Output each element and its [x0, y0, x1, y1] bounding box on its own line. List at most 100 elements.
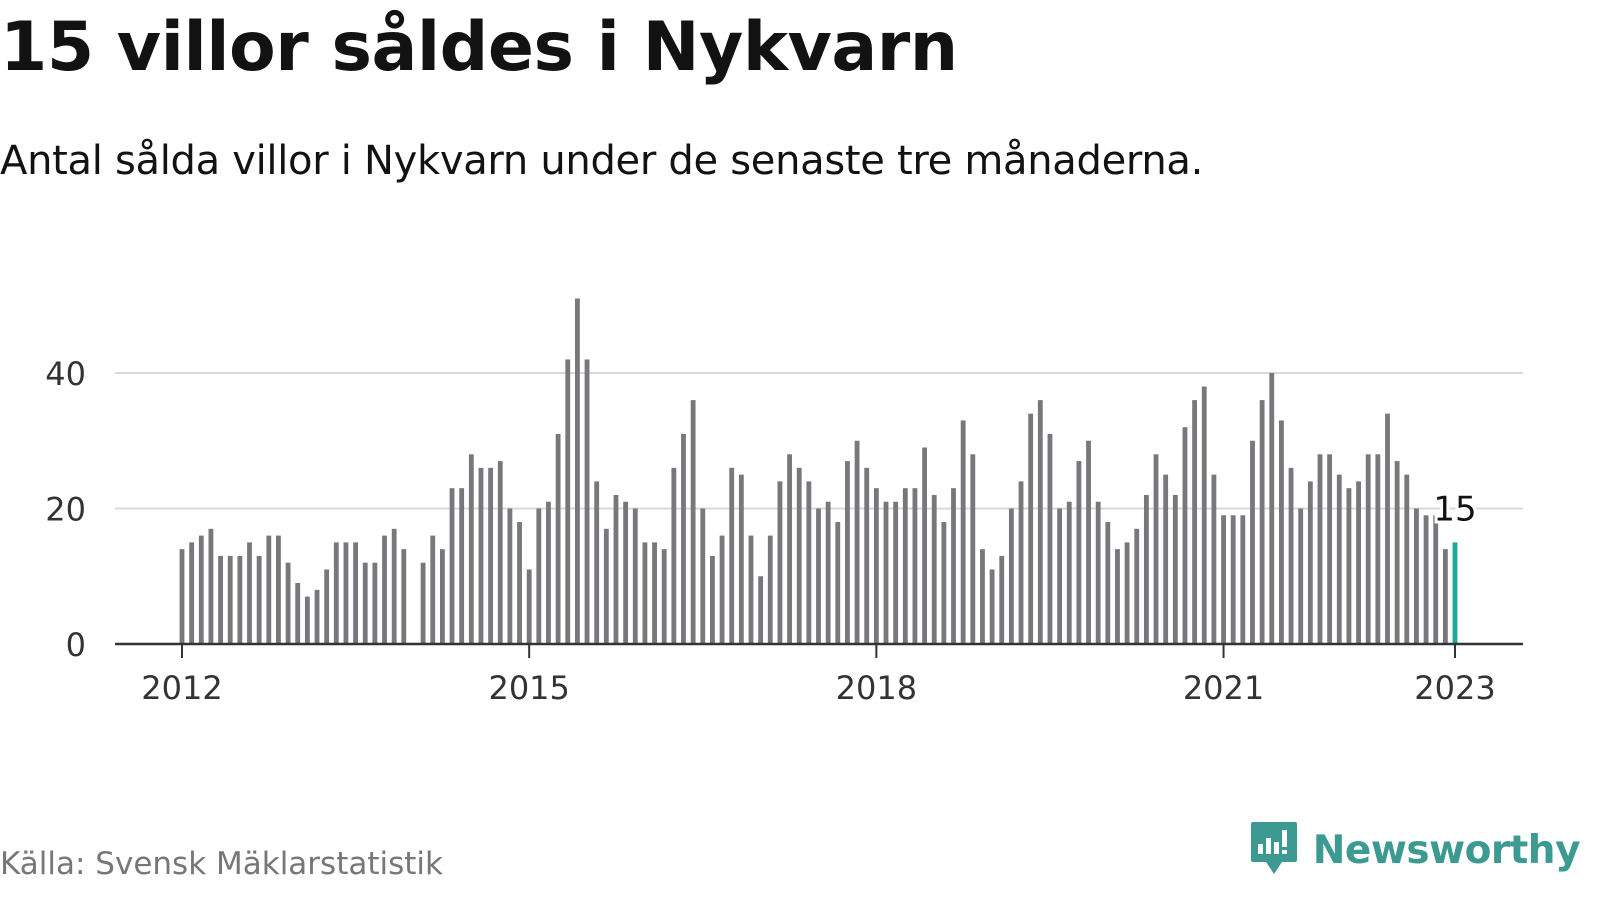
- y-tick-label: 20: [45, 491, 86, 529]
- bar: [372, 562, 378, 644]
- bar: [1259, 400, 1265, 644]
- bar: [729, 467, 735, 644]
- bar: [671, 467, 677, 644]
- bar: [941, 522, 947, 644]
- bar: [1433, 515, 1439, 644]
- bar: [1317, 454, 1323, 644]
- bar: [951, 488, 956, 644]
- bar: [1105, 522, 1111, 644]
- bar: [1115, 549, 1120, 644]
- bar: [295, 583, 301, 644]
- bar: [777, 481, 783, 644]
- bar: [893, 501, 899, 644]
- bar: [883, 501, 889, 644]
- bar: [980, 549, 985, 644]
- bar: [1124, 542, 1130, 644]
- bar: [835, 522, 841, 644]
- bar: [912, 488, 918, 644]
- bar: [1346, 488, 1352, 644]
- bar: [1182, 427, 1188, 644]
- bar: [1336, 474, 1342, 644]
- chart-title: 15 villor såldes i Nykvarn: [0, 8, 958, 87]
- bar: [1385, 413, 1390, 644]
- x-tick-label: 2021: [1183, 669, 1264, 707]
- newsworthy-logo-icon: [1249, 820, 1299, 880]
- bar: [1278, 420, 1284, 644]
- bar: [227, 555, 233, 644]
- bar: [1250, 440, 1255, 644]
- bar: [719, 535, 725, 644]
- bar: [266, 535, 272, 644]
- bar: [420, 562, 426, 644]
- bar: [816, 508, 821, 644]
- bar: [430, 535, 436, 644]
- bar: [796, 467, 802, 644]
- bar: [1201, 386, 1207, 644]
- bar: [989, 569, 995, 644]
- bar: [237, 555, 243, 644]
- bar-chart: 0 20 40 2012 2015 2018 2021 2023 15: [45, 298, 1523, 707]
- bar: [642, 542, 648, 644]
- bar: [1134, 528, 1140, 644]
- bar: [767, 535, 773, 644]
- bar: [536, 508, 542, 644]
- bar: [488, 467, 494, 644]
- bar: [1037, 400, 1043, 644]
- brand-name: Newsworthy: [1312, 827, 1581, 873]
- bar: [1172, 494, 1178, 644]
- bar: [1230, 515, 1236, 644]
- y-tick-label: 40: [45, 355, 86, 393]
- bar: [1008, 508, 1014, 644]
- bar: [922, 447, 927, 644]
- y-axis-labels: 0 20 40: [45, 355, 86, 664]
- bar: [1327, 454, 1333, 644]
- bar: [189, 542, 195, 644]
- bar: [1394, 461, 1400, 644]
- bar: [507, 508, 513, 644]
- chart-subtitle: Antal sålda villor i Nykvarn under de se…: [0, 138, 1204, 184]
- x-tick-label: 2015: [488, 669, 569, 707]
- bar: [565, 359, 571, 644]
- bar: [1298, 508, 1304, 644]
- brand-logo[interactable]: Newsworthy: [1249, 820, 1581, 880]
- bar: [1442, 549, 1448, 644]
- bar: [584, 359, 590, 644]
- bar: [864, 467, 870, 644]
- bar: [314, 589, 320, 644]
- bar: [594, 481, 600, 644]
- bar: [1143, 494, 1149, 644]
- bar: [902, 488, 908, 644]
- bar: [468, 454, 474, 644]
- bar: [285, 562, 291, 644]
- bar: [324, 569, 330, 644]
- x-tick-label: 2023: [1414, 669, 1495, 707]
- bar: [478, 467, 484, 644]
- bar: [623, 501, 629, 644]
- bar: [343, 542, 349, 644]
- bar: [652, 542, 657, 644]
- bar: [710, 555, 715, 644]
- bar: [758, 576, 764, 644]
- x-tick-label: 2012: [141, 669, 222, 707]
- bar: [632, 508, 638, 644]
- bar: [555, 433, 561, 644]
- bar: [1086, 440, 1091, 644]
- bar: [1028, 413, 1034, 644]
- bar: [1066, 501, 1072, 644]
- annotations: 15: [1430, 486, 1479, 532]
- bar: [497, 461, 503, 644]
- bar: [574, 298, 580, 644]
- y-tick-label: 0: [66, 626, 86, 664]
- bar: [1057, 508, 1063, 644]
- bar: [603, 528, 609, 644]
- bar: [960, 420, 966, 644]
- bar: [546, 501, 551, 644]
- bar: [806, 481, 812, 644]
- bar: [1076, 461, 1082, 644]
- x-axis: 2012 2015 2018 2021 2023: [115, 642, 1523, 707]
- bar: [1356, 481, 1361, 644]
- bar: [1018, 481, 1024, 644]
- bar: [459, 488, 465, 644]
- bar: [681, 433, 686, 644]
- bar: [526, 569, 532, 644]
